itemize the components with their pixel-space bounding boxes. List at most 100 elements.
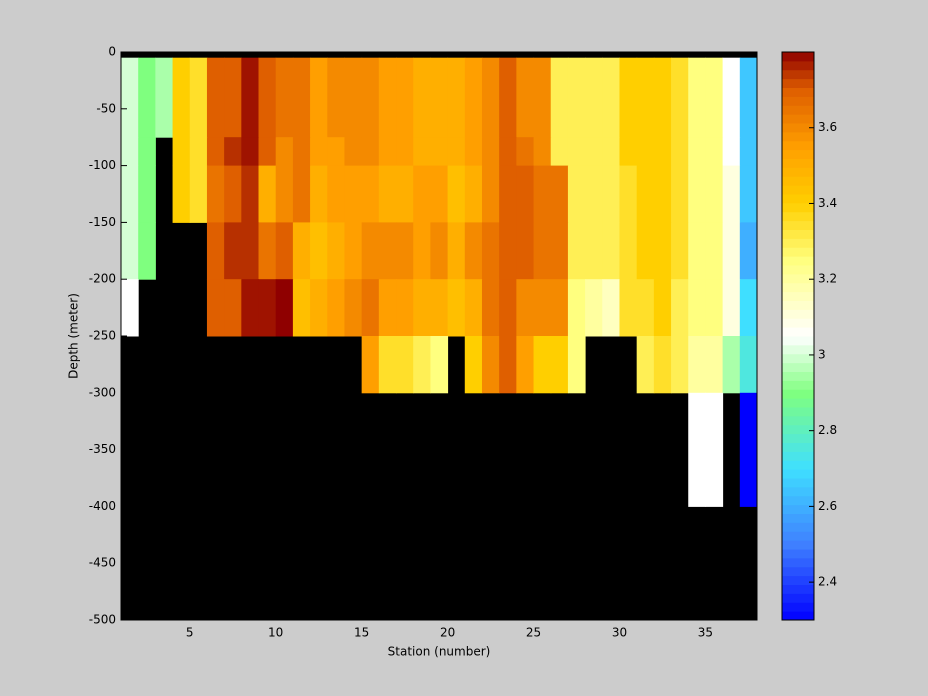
heatmap-cell — [138, 137, 156, 167]
heatmap-cell — [361, 222, 380, 280]
heatmap-cell — [464, 279, 483, 337]
heatmap-cell — [396, 222, 414, 280]
heatmap-cell — [464, 222, 483, 280]
x-tick-label: 10 — [268, 626, 283, 640]
heatmap-cell — [499, 279, 517, 337]
colorbar-step — [782, 557, 814, 568]
heatmap-cell — [602, 279, 620, 337]
heatmap-cell — [533, 57, 552, 138]
y-tick-label: -300 — [89, 385, 116, 399]
heatmap-cell — [206, 137, 225, 167]
heatmap-cell — [516, 57, 535, 138]
heatmap-cell — [292, 137, 311, 167]
heatmap-cell — [258, 137, 277, 167]
heatmap-cell — [739, 165, 758, 223]
colorbar-step — [782, 504, 814, 514]
heatmap-cell — [688, 222, 706, 280]
heatmap-cell — [241, 279, 260, 337]
heatmap-cell — [671, 336, 689, 394]
heatmap-cell — [258, 222, 277, 280]
heatmap-cell — [361, 279, 380, 337]
heatmap-cell — [705, 392, 724, 507]
heatmap-cell — [413, 279, 431, 337]
heatmap-cell — [739, 57, 758, 138]
heatmap-cell — [327, 57, 345, 138]
heatmap-cell — [430, 57, 449, 138]
heatmap-cell — [172, 57, 191, 138]
heatmap-cell — [224, 222, 242, 280]
heatmap-cell — [533, 137, 552, 167]
heatmap-cell — [413, 137, 431, 167]
heatmap-cell — [310, 222, 328, 280]
heatmap-cell — [396, 165, 414, 223]
heatmap-cell — [705, 222, 724, 280]
heatmap-cell — [206, 165, 225, 223]
heatmap-cell — [585, 137, 603, 167]
heatmap-cell — [550, 57, 569, 138]
colorbar-step — [782, 460, 814, 470]
colorbar-step — [782, 87, 814, 97]
heatmap-cell — [722, 336, 741, 394]
heatmap-cell — [327, 165, 345, 223]
colorbar-step — [782, 211, 814, 222]
heatmap-cell — [447, 137, 466, 167]
heatmap-cell — [671, 279, 689, 337]
heatmap-cell — [653, 222, 672, 280]
colorbar-tick-label: 2.6 — [818, 499, 837, 513]
colorbar-step — [782, 398, 814, 408]
heatmap-cell — [705, 165, 724, 223]
heatmap-cell — [189, 137, 208, 167]
heatmap-cell — [636, 279, 655, 337]
heatmap-cell — [481, 165, 500, 223]
heatmap-cell — [413, 165, 431, 223]
heatmap-cell — [671, 57, 689, 138]
heatmap-cell — [516, 165, 535, 223]
colorbar-step — [782, 389, 814, 399]
colorbar-step — [782, 344, 814, 355]
heatmap-cell — [567, 279, 586, 337]
heatmap-cell — [344, 137, 363, 167]
heatmap-cell — [310, 137, 328, 167]
colorbar-step — [782, 265, 814, 275]
heatmap-cell — [705, 57, 724, 138]
colorbar-step — [782, 318, 814, 328]
heatmap-cell — [344, 165, 363, 223]
heatmap-cell — [550, 222, 569, 280]
colorbar-step — [782, 540, 814, 550]
colorbar-frame — [781, 51, 815, 621]
heatmap-cell — [481, 279, 500, 337]
colorbar-tick-label: 3.2 — [818, 272, 837, 286]
heatmap-cell — [292, 279, 311, 337]
heatmap-cell — [464, 137, 483, 167]
heatmap-cell — [533, 336, 552, 394]
heatmap-cell — [310, 279, 328, 337]
colorbar-step — [782, 69, 814, 80]
colorbar-step — [782, 575, 814, 585]
heatmap-cell — [550, 165, 569, 223]
colorbar-step — [782, 60, 814, 71]
heatmap-cell — [430, 222, 449, 280]
heatmap-cell — [653, 137, 672, 167]
heatmap-cell — [688, 336, 706, 394]
heatmap-cell — [361, 336, 380, 394]
heatmap-cell — [121, 137, 139, 167]
heatmap-cell — [533, 165, 552, 223]
colorbar-tick-label: 2.4 — [818, 575, 837, 589]
y-axis-label: Depth (meter) — [67, 293, 81, 379]
heatmap-cell — [464, 57, 483, 138]
heatmap-cell — [396, 57, 414, 138]
heatmap-cell — [636, 336, 655, 394]
heatmap-cell — [138, 57, 156, 138]
colorbar-step — [782, 78, 814, 88]
colorbar-step — [782, 478, 814, 488]
colorbar-step — [782, 611, 814, 621]
colorbar-step — [782, 451, 814, 461]
heatmap-cell — [138, 165, 156, 223]
heatmap-cell — [619, 222, 638, 280]
heatmap-cell — [688, 392, 706, 507]
heatmap-cell — [378, 165, 397, 223]
heatmap-cell — [241, 165, 260, 223]
colorbar-step — [782, 513, 814, 523]
heatmap-cell — [310, 165, 328, 223]
colorbar-step — [782, 167, 814, 177]
